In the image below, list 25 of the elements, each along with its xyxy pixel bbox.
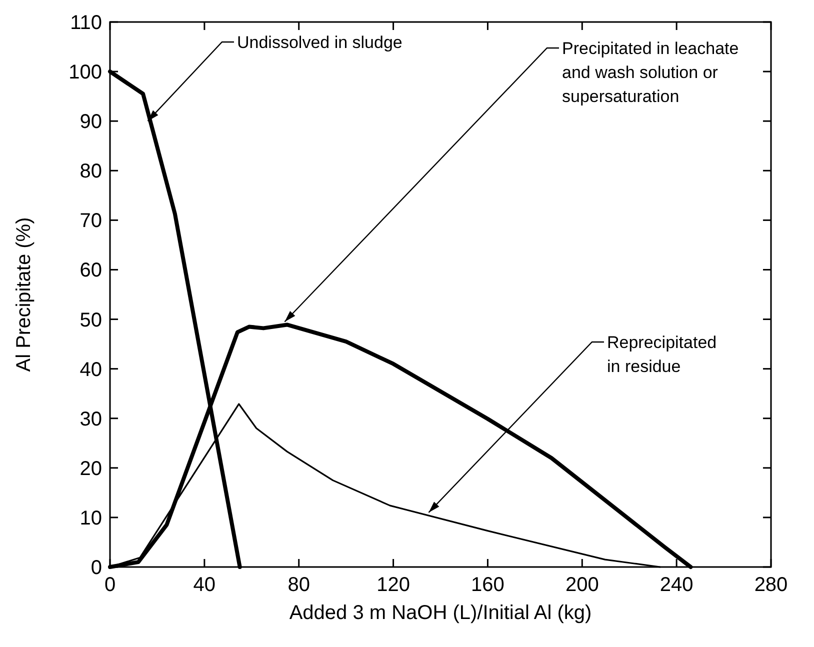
y-tick-label: 50 [80, 309, 102, 332]
x-tick-label: 280 [754, 574, 788, 596]
y-tick-label: 70 [80, 210, 102, 232]
y-tick-label: 20 [80, 458, 102, 480]
x-tick-label: 40 [193, 574, 216, 596]
annotation: Precipitated in leachate and wash solution or supersaturation [562, 39, 739, 106]
x-tick-label: 0 [104, 574, 116, 596]
y-tick-label: 40 [80, 358, 102, 381]
y-tick-label: 0 [90, 557, 102, 579]
y-tick-label: 100 [68, 62, 102, 84]
y-axis-title: Al Precipitate (%) [13, 217, 35, 372]
y-tick-label: 110 [70, 12, 102, 34]
annotation: Reprecipitated in residue [607, 333, 717, 376]
y-tick-label: 30 [80, 408, 102, 430]
x-tick-label: 120 [376, 574, 410, 596]
x-tick-label: 200 [565, 574, 599, 596]
y-tick-label: 10 [80, 507, 102, 530]
x-tick-label: 160 [471, 574, 504, 596]
x-tick-label: 240 [660, 574, 694, 596]
x-tick-label: 80 [288, 574, 310, 596]
y-tick-label: 80 [80, 160, 102, 183]
y-tick-label: 60 [80, 260, 102, 282]
x-axis-title: Added 3 m NaOH (L)/Initial Al (kg) [289, 602, 592, 624]
annotation: Undissolved in sludge [237, 33, 402, 52]
y-tick-label: 90 [80, 111, 102, 134]
